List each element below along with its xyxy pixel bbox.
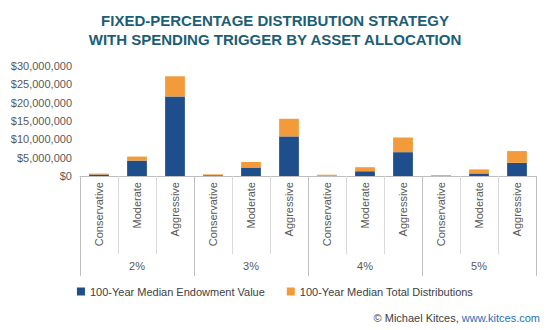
svg-text:Moderate: Moderate [131, 182, 143, 228]
svg-text:WITH SPENDING TRIGGER BY ASSET: WITH SPENDING TRIGGER BY ASSET ALLOCATIO… [89, 31, 462, 48]
svg-text:Aggressive: Aggressive [169, 182, 181, 236]
svg-text:Conservative: Conservative [321, 182, 333, 246]
svg-text:Conservative: Conservative [207, 182, 219, 246]
svg-text:$0: $0 [60, 170, 72, 182]
svg-text:$25,000,000: $25,000,000 [11, 78, 72, 90]
svg-text:$5,000,000: $5,000,000 [17, 152, 72, 164]
svg-text:Aggressive: Aggressive [283, 182, 295, 236]
svg-text:Aggressive: Aggressive [397, 182, 409, 236]
svg-text:100-Year Median Total Distribu: 100-Year Median Total Distributions [300, 286, 474, 298]
svg-text:Moderate: Moderate [473, 182, 485, 228]
svg-text:100-Year Median Endowment Valu: 100-Year Median Endowment Value [90, 286, 265, 298]
svg-text:Moderate: Moderate [245, 182, 257, 228]
svg-text:© Michael Kitces,: © Michael Kitces, [374, 312, 462, 324]
svg-text:$30,000,000: $30,000,000 [11, 60, 72, 72]
svg-text:FIXED-PERCENTAGE DISTRIBUTION: FIXED-PERCENTAGE DISTRIBUTION STRATEGY [101, 12, 449, 29]
svg-text:$15,000,000: $15,000,000 [11, 115, 72, 127]
svg-text:4%: 4% [357, 260, 373, 272]
svg-text:$20,000,000: $20,000,000 [11, 97, 72, 109]
svg-text:Conservative: Conservative [93, 182, 105, 246]
svg-text:2%: 2% [129, 260, 145, 272]
svg-text:3%: 3% [243, 260, 259, 272]
svg-text:www.kitces.com: www.kitces.com [461, 312, 540, 324]
svg-text:$10,000,000: $10,000,000 [11, 133, 72, 145]
svg-text:Aggressive: Aggressive [511, 182, 523, 236]
svg-text:5%: 5% [471, 260, 487, 272]
svg-text:Conservative: Conservative [435, 182, 447, 246]
svg-text:Moderate: Moderate [359, 182, 371, 228]
